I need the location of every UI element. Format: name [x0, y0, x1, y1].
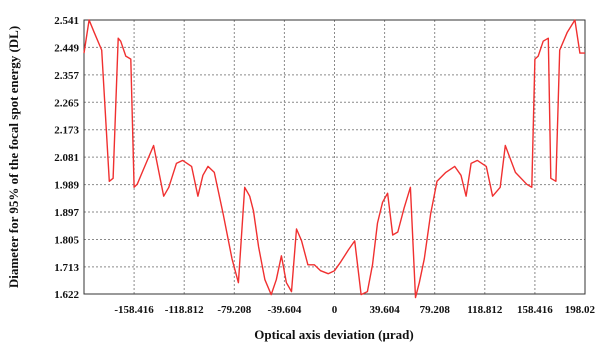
x-tick-label: 158.416	[517, 304, 553, 316]
x-tick-labels: -158.416 -118.812 -79.208 -39.604 0 39.604 79.…	[114, 304, 595, 316]
x-tick-label: 79.208	[420, 304, 451, 316]
y-tick-label: 1.805	[54, 234, 79, 246]
y-tick-label: 2.265	[54, 97, 79, 109]
x-tick-label: 198.02	[565, 304, 596, 316]
y-axis-title: Diameter for 95% of the focal spot energ…	[6, 26, 21, 288]
x-tick-label: -158.416	[114, 304, 154, 316]
plot-frame	[83, 19, 586, 295]
y-tick-label: 1.897	[54, 207, 79, 219]
y-tick-label: 2.357	[54, 70, 79, 82]
x-axis-title: Optical axis deviation (μrad)	[254, 327, 413, 342]
y-tick-labels: 1.622 1.713 1.805 1.897 1.989 2.081 2.173 2.265…	[54, 15, 79, 301]
y-tick-label: 1.622	[54, 289, 79, 301]
y-tick-label: 2.173	[54, 125, 79, 137]
y-tick-label: 2.449	[54, 42, 79, 54]
y-tick-label: 1.713	[54, 262, 79, 274]
x-tick-label: 118.812	[467, 304, 503, 316]
x-tick-label: 0	[332, 304, 338, 316]
y-tick-label: 2.081	[54, 152, 79, 164]
x-tick-label: -79.208	[217, 304, 251, 316]
x-tick-label: 39.604	[369, 304, 400, 316]
x-tick-label: -39.604	[267, 304, 301, 316]
y-tick-label: 1.989	[54, 180, 79, 192]
x-tick-label: -118.812	[165, 304, 204, 316]
series-layer	[83, 19, 585, 299]
series-line	[83, 19, 585, 299]
y-tick-label: 2.541	[54, 15, 79, 27]
